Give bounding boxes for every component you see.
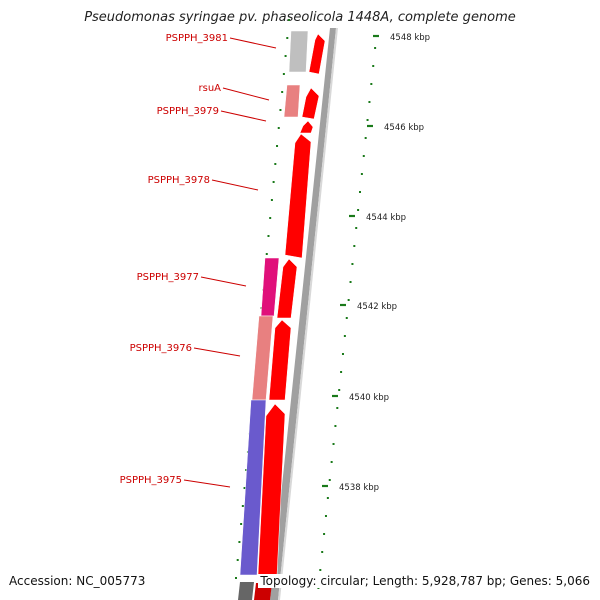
- scale-tick-label: 4540 kbp: [349, 393, 389, 403]
- gene-leader-line: [211, 179, 259, 191]
- backbone-line: [270, 28, 336, 600]
- gene-label: PSPPH_3979: [157, 106, 219, 117]
- gene-leader-line: [229, 37, 277, 49]
- scale-tick-label: 4538 kbp: [339, 483, 379, 493]
- gene-label: rsuA: [199, 83, 222, 94]
- scale-tick-label: 4542 kbp: [357, 302, 397, 312]
- gene-arrow: [299, 120, 314, 134]
- gene-leader-line: [220, 110, 267, 122]
- gene-arrow: [284, 133, 312, 259]
- gene-arrow: [276, 258, 298, 319]
- scale-tick-label: 4544 kbp: [366, 213, 406, 223]
- gene-leader-line: [222, 87, 270, 101]
- gene-label: PSPPH_3981: [166, 33, 228, 44]
- gene-label: PSPPH_3977: [137, 272, 199, 283]
- accession-text: Accession: NC_005773: [7, 574, 148, 588]
- gene-arrow: [308, 33, 326, 75]
- gene-label: PSPPH_3978: [148, 175, 210, 186]
- gene-block-rsua: [283, 84, 301, 118]
- gene-block-pspph_3981: [288, 30, 309, 73]
- scale-tick-label: 4548 kbp: [390, 33, 430, 43]
- gene-label: PSPPH_3976: [130, 343, 192, 354]
- gene-leader-line: [200, 276, 247, 287]
- map-title: Pseudomonas syringae pv. phaseolicola 14…: [84, 10, 516, 25]
- gene-block-pspph_3975: [239, 399, 267, 576]
- gene-arrow: [301, 87, 320, 120]
- backbone-shadow: [278, 28, 338, 600]
- gene-label: PSPPH_3975: [120, 475, 182, 486]
- gene-block-partial: [238, 582, 254, 600]
- scale-tick-label: 4546 kbp: [384, 123, 424, 133]
- gene-block-pspph_3977: [260, 257, 280, 317]
- gene-leader-line: [183, 479, 231, 488]
- gene-leader-line: [193, 347, 241, 357]
- gene-arrow: [268, 319, 292, 401]
- topology-text: Topology: circular; Length: 5,928,787 bp…: [258, 574, 592, 588]
